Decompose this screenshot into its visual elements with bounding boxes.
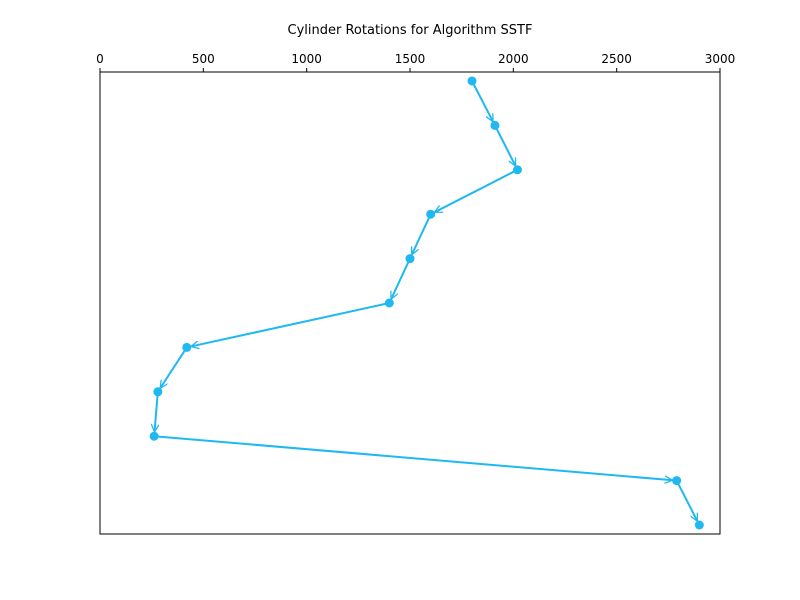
x-tick-label: 500 [192, 52, 215, 66]
data-point [405, 254, 415, 264]
data-point [512, 165, 522, 175]
data-point [149, 431, 159, 441]
path-segment [412, 213, 432, 254]
path-segment [391, 258, 411, 299]
data-points [149, 76, 704, 530]
data-point [426, 209, 436, 219]
path-segments [154, 80, 697, 521]
x-tick-label: 0 [96, 52, 104, 66]
x-axis: 0 500 1000 1500 2000 2500 3000 [96, 52, 735, 72]
data-point [672, 476, 682, 486]
path-segment [155, 391, 158, 431]
data-point [694, 520, 704, 530]
x-tick-label: 1000 [291, 52, 322, 66]
data-point [490, 120, 500, 130]
path-segment [471, 80, 493, 121]
plot-frame [99, 71, 721, 535]
data-point [153, 387, 163, 397]
x-tick-label: 3000 [705, 52, 736, 66]
x-tick-label: 1500 [395, 52, 426, 66]
path-segment [161, 346, 188, 387]
x-tick-label: 2000 [498, 52, 529, 66]
path-segment [675, 480, 697, 521]
data-point [384, 298, 394, 308]
data-point [467, 76, 477, 86]
path-segment [192, 302, 390, 346]
path-segment [494, 124, 515, 165]
path-segment [435, 168, 518, 212]
chart-title: Cylinder Rotations for Algorithm SSTF [288, 23, 533, 38]
x-tick-label: 2500 [601, 52, 632, 66]
path-segment [154, 435, 671, 480]
data-point [182, 342, 192, 352]
